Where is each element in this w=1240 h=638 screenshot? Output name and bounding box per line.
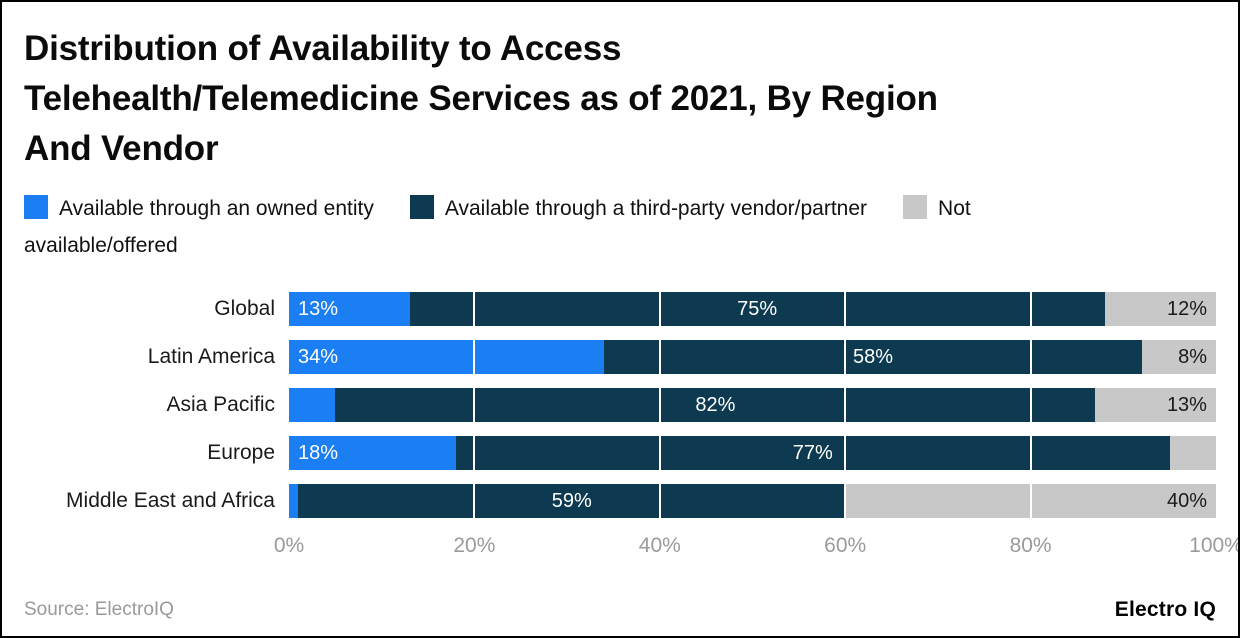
segment-value-label: 59% xyxy=(551,489,592,512)
stacked-bar: 59% 40% xyxy=(289,484,1216,518)
x-axis-tick-label: 0% xyxy=(273,534,305,557)
chart-title-line-3: And Vendor xyxy=(24,129,219,168)
segment-value-label: 82% xyxy=(695,393,736,416)
chart-title-line-1: Distribution of Availability to Access xyxy=(24,29,622,68)
category-label: Europe xyxy=(207,441,275,464)
bar-segment: 82% xyxy=(335,388,1096,422)
bar-segment: 34% xyxy=(289,340,605,374)
legend-item-label: Not available/offered xyxy=(24,197,971,257)
segment-value-label: 77% xyxy=(792,441,833,464)
bar-segment: 8% xyxy=(1141,340,1216,374)
bar-segment xyxy=(289,484,299,518)
bar-segment: 75% xyxy=(409,292,1105,326)
chart-title: Distribution of Availability to Access T… xyxy=(24,24,1216,174)
source-text: Source: ElectroIQ xyxy=(24,599,174,620)
bar-segment xyxy=(1169,436,1216,470)
chart-row: Europe 18% 77% xyxy=(24,436,1216,470)
segment-value-label: 18% xyxy=(298,441,339,464)
chart-row: Global 13% 75% 12% xyxy=(24,292,1216,326)
bar-segment: 40% xyxy=(845,484,1216,518)
segment-value-label: 75% xyxy=(737,297,778,320)
category-label: Latin America xyxy=(147,345,275,368)
legend-swatch xyxy=(903,195,928,219)
legend-item: Available through a third-party vendor/p… xyxy=(409,195,903,220)
legend-item-label: Available through an owned entity xyxy=(59,197,374,220)
bar-segment: 13% xyxy=(1095,388,1216,422)
segment-value-label: 40% xyxy=(1166,489,1207,512)
x-axis-tick-label: 20% xyxy=(453,534,496,557)
segment-value-label: 34% xyxy=(298,345,339,368)
bar-rows: Global 13% 75% 12% Latin America 34% 58% 8% Asia… xyxy=(24,292,1216,518)
segment-value-label: 13% xyxy=(298,297,339,320)
chart-row: Middle East and Africa 59% 40% xyxy=(24,484,1216,518)
legend: Available through an owned entity Availab… xyxy=(24,190,1084,264)
stacked-bar: 82% 13% xyxy=(289,388,1216,422)
legend-swatch xyxy=(409,195,434,219)
bar-segment: 77% xyxy=(455,436,1170,470)
footer: Source: ElectroIQ Electro IQ xyxy=(24,598,1216,622)
bar-segment xyxy=(289,388,336,422)
legend-item-label: Available through a third-party vendor/p… xyxy=(444,197,868,220)
category-label: Middle East and Africa xyxy=(66,489,275,512)
chart-row: Latin America 34% 58% 8% xyxy=(24,340,1216,374)
x-axis-tick-label: 100% xyxy=(1189,534,1240,557)
bar-segment: 18% xyxy=(289,436,456,470)
stacked-bar: 13% 75% 12% xyxy=(289,292,1216,326)
x-axis-tick-label: 40% xyxy=(638,534,681,557)
category-label: Global xyxy=(214,297,275,320)
legend-swatch xyxy=(24,195,48,219)
bar-segment: 59% xyxy=(298,484,846,518)
plot-area: Global 13% 75% 12% Latin America 34% 58% 8% Asia… xyxy=(24,292,1216,518)
brand-logo: Electro IQ xyxy=(1114,598,1216,621)
stacked-bar: 34% 58% 8% xyxy=(289,340,1216,374)
legend-item: Not available/offered xyxy=(24,195,971,257)
segment-value-label: 8% xyxy=(1178,345,1207,368)
stacked-bar: 18% 77% xyxy=(289,436,1216,470)
legend-item: Available through an owned entity xyxy=(24,195,410,220)
segment-value-label: 58% xyxy=(852,345,894,368)
segment-value-label: 12% xyxy=(1166,297,1207,320)
x-axis-tick-label: 60% xyxy=(824,534,867,557)
bar-segment: 12% xyxy=(1104,292,1216,326)
chart-row: Asia Pacific 82% 13% xyxy=(24,388,1216,422)
x-axis-tick-label: 80% xyxy=(1009,534,1052,557)
category-label: Asia Pacific xyxy=(166,393,275,416)
bar-segment: 13% xyxy=(289,292,410,326)
x-axis: 0% 20% 40% 60% 80% 100% xyxy=(274,526,1238,562)
segment-value-label: 13% xyxy=(1166,393,1207,416)
bar-segment: 58% xyxy=(604,340,1142,374)
chart-title-line-2: Telehealth/Telemedicine Services as of 2… xyxy=(24,79,938,118)
